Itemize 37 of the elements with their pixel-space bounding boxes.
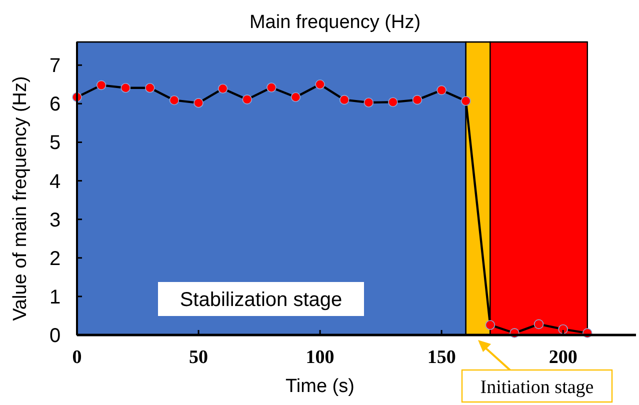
point <box>558 324 568 334</box>
x-axis-title: Time (s) <box>286 376 354 397</box>
point <box>145 82 155 93</box>
point <box>388 97 398 108</box>
y-axis-title: Value of main frequency (Hz) <box>10 76 31 321</box>
point <box>242 94 252 104</box>
chart-title: Main frequency (Hz) <box>249 12 421 33</box>
band-label: Stabilization stage <box>180 289 342 311</box>
point <box>436 85 446 96</box>
point <box>485 320 496 330</box>
point <box>194 98 204 108</box>
point <box>266 82 276 92</box>
point <box>290 92 301 102</box>
y-tick-label: 2 <box>49 248 61 270</box>
y-tick-label: 0 <box>49 325 61 347</box>
x-tick-label: 200 <box>548 347 578 368</box>
legend-label: Initiation stage <box>480 377 594 398</box>
x-tick-label: 150 <box>427 347 456 368</box>
y-tick-label: 6 <box>49 94 61 116</box>
point <box>339 94 350 105</box>
y-tick-label: 4 <box>49 170 61 193</box>
point <box>169 95 180 106</box>
y-tick-label: 3 <box>49 209 61 232</box>
point <box>218 84 228 94</box>
point <box>120 82 131 93</box>
point <box>364 98 374 108</box>
y-tick-label: 1 <box>49 286 61 308</box>
point <box>534 319 544 330</box>
point <box>315 80 325 90</box>
point <box>412 94 422 105</box>
x-tick-label: 0 <box>72 347 82 368</box>
point <box>460 96 471 106</box>
y-tick-label: 7 <box>49 55 61 78</box>
y-tick-label: 5 <box>49 132 61 154</box>
x-tick-label: 100 <box>306 347 334 368</box>
point <box>96 80 106 90</box>
x-tick-label: 50 <box>189 347 208 368</box>
